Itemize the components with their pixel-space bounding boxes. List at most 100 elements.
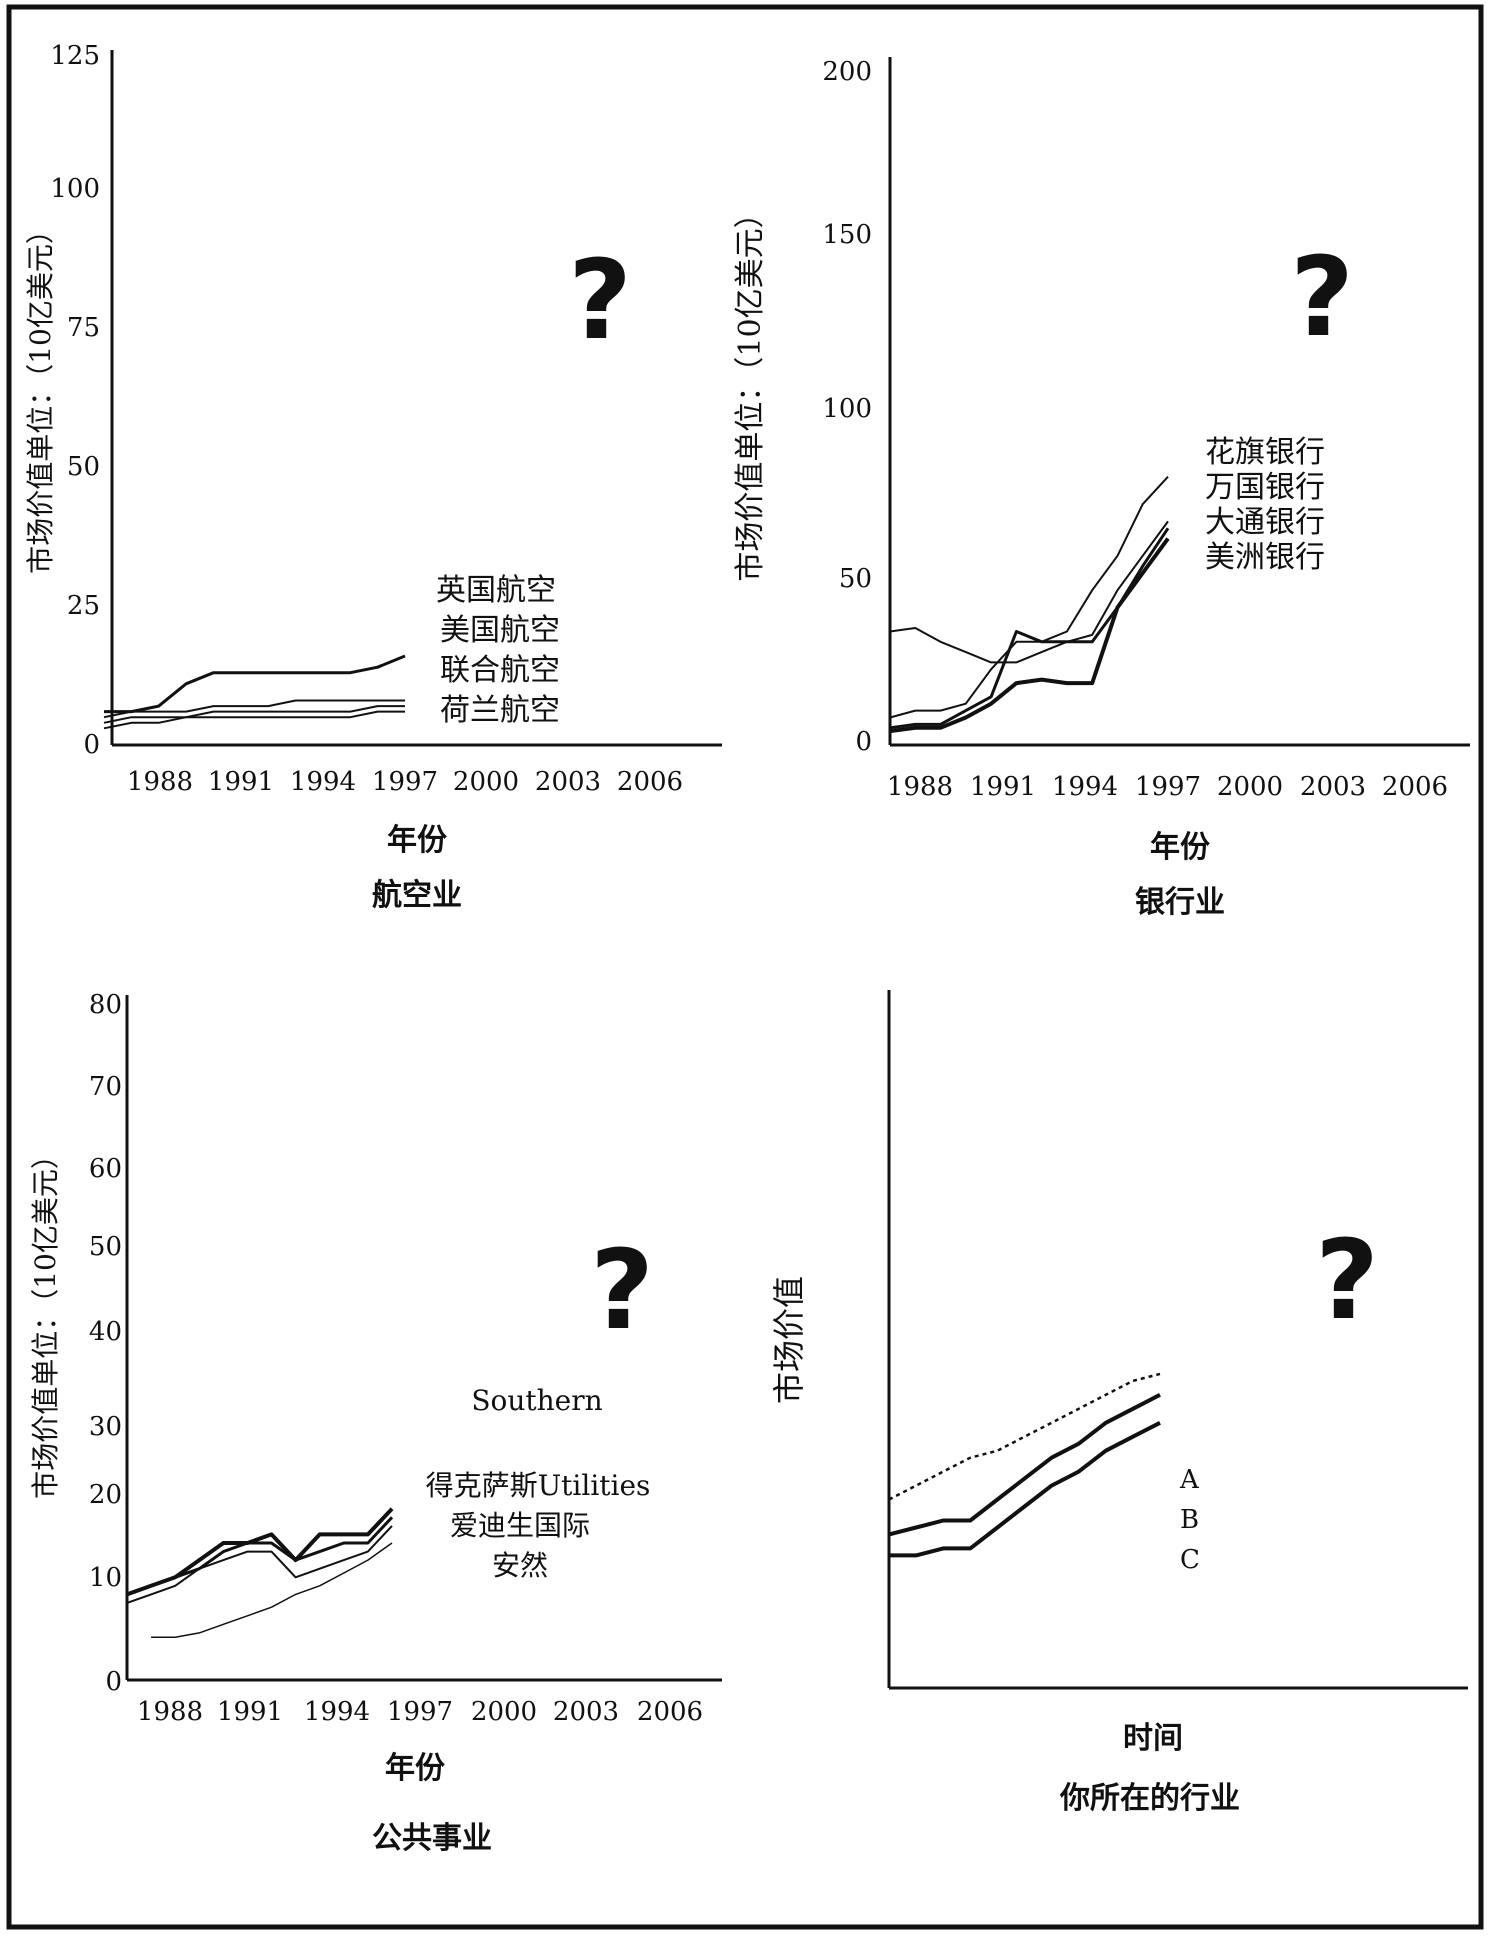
- x-tick-label: 2003: [553, 1697, 619, 1727]
- legend: Southern 得克萨斯Utilities 爱迪生国际 安然: [426, 1384, 651, 1582]
- y-axis-label: 市场价值单位：（10亿美元）: [733, 198, 768, 581]
- y-tick-label: 10: [89, 1563, 122, 1593]
- series-line-3: [126, 1525, 393, 1604]
- question-mark-annotation: ?: [1290, 233, 1354, 361]
- legend-entry: Southern: [471, 1384, 602, 1417]
- legend: A B C: [1179, 1465, 1200, 1575]
- series-layer: [126, 1507, 394, 1638]
- legend: 花旗银行 万国银行 大通银行 美洲银行: [1205, 435, 1325, 575]
- question-mark-annotation: ?: [1315, 1216, 1379, 1344]
- legend-entry: 得克萨斯Utilities: [426, 1469, 651, 1502]
- x-axis-label: 年份: [385, 1751, 445, 1786]
- x-tick-label: 1994: [290, 767, 356, 797]
- series-layer: [888, 1372, 1161, 1558]
- x-tick-labels: 1988 1991 1994 1997 2000 2003 2006: [127, 767, 683, 797]
- x-tick-label: 2003: [535, 767, 601, 797]
- x-tick-label: 1988: [137, 1697, 203, 1727]
- x-tick-label: 2000: [1217, 772, 1283, 802]
- y-tick-labels: 0 50 100 150 200: [822, 57, 872, 757]
- series-line-3: [889, 527, 1170, 730]
- panel-airline: 0 25 50 75 100 125 1988 1991 1994 1997 2…: [24, 41, 722, 913]
- question-mark-annotation: ?: [590, 1226, 654, 1354]
- y-tick-label: 25: [67, 591, 100, 621]
- legend-entry: 安然: [492, 1549, 548, 1582]
- x-tick-label: 1988: [887, 772, 953, 802]
- y-tick-label: 20: [89, 1480, 122, 1510]
- outer-frame: [6, 4, 1484, 1930]
- series-line-2: [888, 1393, 1161, 1537]
- y-tick-label: 0: [855, 727, 872, 757]
- legend-entry: 荷兰航空: [440, 693, 560, 728]
- series-line-1: [888, 1372, 1161, 1501]
- x-tick-label: 2006: [617, 767, 683, 797]
- y-tick-label: 200: [822, 57, 872, 87]
- panel-your-industry: 市场价值 时间 你所在的行业 ? A B C: [770, 990, 1468, 1816]
- y-tick-label: 70: [89, 1072, 122, 1102]
- panel-banking: 0 50 100 150 200 1988 1991 1994 1997 200…: [733, 57, 1470, 920]
- series-layer: [103, 654, 406, 730]
- panel-title: 公共事业: [372, 1821, 492, 1856]
- y-tick-label: 150: [822, 220, 872, 250]
- legend-entry: A: [1179, 1465, 1200, 1495]
- x-tick-label: 2000: [453, 767, 519, 797]
- legend-entry: 英国航空: [436, 573, 556, 608]
- legend-entry: B: [1180, 1505, 1199, 1535]
- panel-title: 银行业: [1135, 885, 1225, 920]
- legend-entry: 万国银行: [1205, 470, 1325, 505]
- legend-entry: 联合航空: [440, 653, 560, 688]
- x-tick-label: 2006: [637, 1697, 703, 1727]
- x-tick-label: 1997: [1135, 772, 1201, 802]
- y-tick-label: 30: [89, 1412, 122, 1442]
- series-line-4: [103, 710, 405, 730]
- x-tick-labels: 1988 1991 1994 1997 2000 2003 2006: [887, 772, 1448, 802]
- question-mark-annotation: ?: [568, 236, 632, 364]
- y-tick-label: 40: [89, 1317, 122, 1347]
- y-tick-label: 80: [89, 990, 122, 1020]
- series-layer: [889, 476, 1170, 734]
- y-tick-label: 100: [50, 174, 100, 204]
- x-axis-label: 年份: [387, 823, 447, 858]
- series-line-4: [151, 1542, 393, 1638]
- y-tick-label: 50: [839, 564, 872, 594]
- x-tick-label: 1997: [372, 767, 438, 797]
- series-line-3: [103, 705, 405, 724]
- legend-entry: 美洲银行: [1205, 540, 1325, 575]
- panel-title: 你所在的行业: [1059, 1781, 1240, 1816]
- legend-entry: 大通银行: [1205, 505, 1325, 540]
- series-line-1: [104, 654, 406, 714]
- series-line-2: [889, 520, 1169, 664]
- y-tick-label: 75: [67, 313, 100, 343]
- panel-title: 航空业: [372, 878, 462, 913]
- x-tick-label: 1994: [304, 1697, 370, 1727]
- legend-entry: 爱迪生国际: [450, 1509, 590, 1542]
- series-line-4: [889, 537, 1170, 734]
- x-tick-label: 2000: [471, 1697, 537, 1727]
- y-tick-labels: 0 10 20 30 40 50 60 70 80: [89, 990, 122, 1697]
- legend-entry: 花旗银行: [1205, 435, 1325, 470]
- series-line-2: [103, 699, 405, 719]
- y-tick-label: 125: [50, 41, 100, 71]
- x-axis-label: 年份: [1150, 830, 1210, 865]
- y-tick-label: 0: [83, 730, 100, 760]
- x-tick-label: 1997: [387, 1697, 453, 1727]
- series-line-3: [889, 1421, 1161, 1558]
- legend: 英国航空 美国航空 联合航空 荷兰航空: [436, 573, 560, 728]
- x-tick-label: 1991: [217, 1697, 283, 1727]
- y-tick-label: 50: [67, 452, 100, 482]
- y-tick-label: 0: [105, 1667, 122, 1697]
- series-line-2: [126, 1516, 394, 1596]
- x-tick-labels: 1988 1991 1994 1997 2000 2003 2006: [137, 1697, 703, 1727]
- x-tick-label: 2006: [1382, 772, 1448, 802]
- y-tick-labels: 0 25 50 75 100 125: [50, 41, 100, 760]
- y-tick-label: 60: [89, 1154, 122, 1184]
- legend-entry: C: [1180, 1545, 1200, 1575]
- panel-utilities: 0 10 20 30 40 50 60 70 80 1988 1991 1994…: [29, 990, 722, 1856]
- x-tick-label: 1988: [127, 767, 193, 797]
- legend-entry: 美国航空: [440, 613, 560, 648]
- y-tick-label: 50: [89, 1232, 122, 1262]
- x-tick-label: 1991: [208, 767, 274, 797]
- x-axis-label: 时间: [1123, 1721, 1183, 1756]
- y-tick-label: 100: [822, 394, 872, 424]
